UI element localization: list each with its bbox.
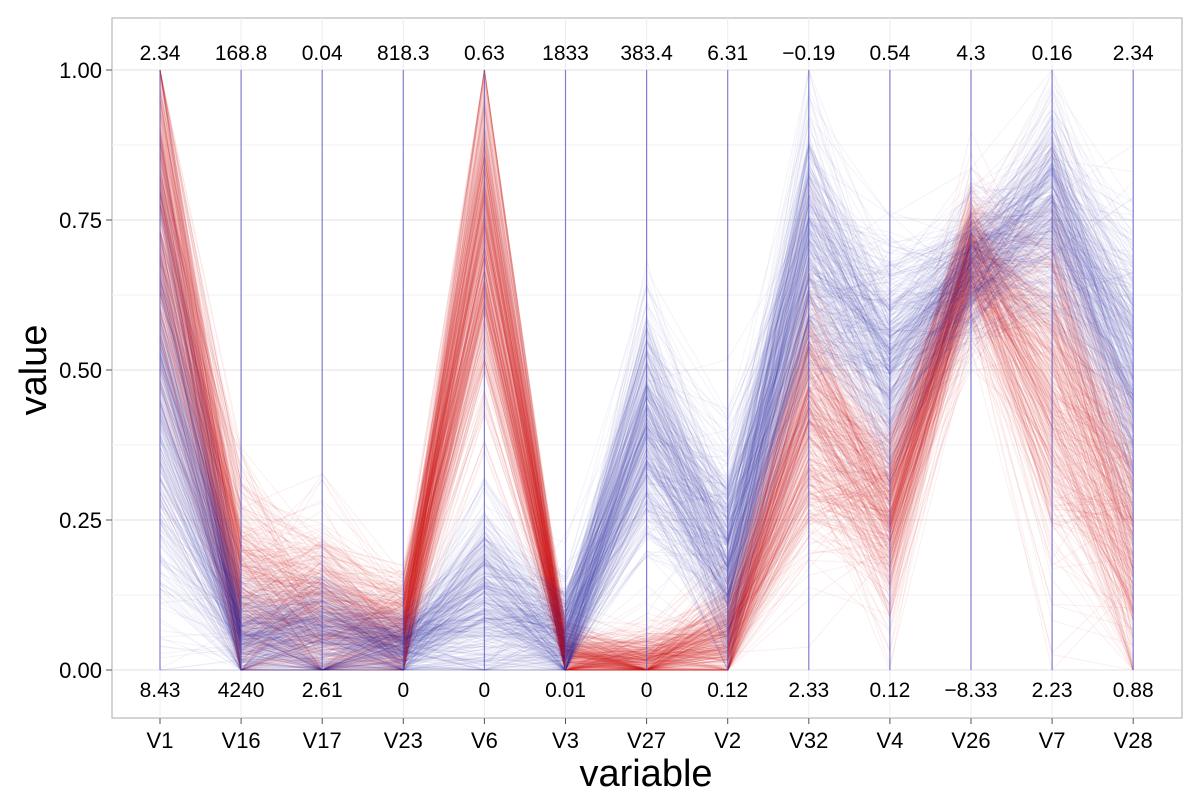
- x-tick-label: V2: [714, 728, 741, 753]
- x-tick-label: V32: [789, 728, 828, 753]
- max-label: 1833: [542, 42, 589, 65]
- y-axis-title: value: [13, 325, 55, 416]
- min-label: 8.43: [140, 679, 181, 702]
- variable-axes: [159, 70, 1134, 670]
- max-label: 2.34: [140, 42, 181, 65]
- x-tick-label: V23: [384, 728, 423, 753]
- min-label: 2.33: [788, 679, 829, 702]
- min-label: 0: [479, 679, 491, 702]
- x-tick-labels: V1 V16 V17 V23 V6 V3 V27 V2 V32 V4 V26 V7 V28: [147, 718, 1153, 753]
- x-tick-label: V7: [1039, 728, 1066, 753]
- x-tick-label: V16: [222, 728, 261, 753]
- x-tick-label: V3: [552, 728, 579, 753]
- min-label: 0.01: [545, 679, 586, 702]
- max-label: 4.3: [956, 42, 985, 65]
- min-label: 2.23: [1032, 679, 1073, 702]
- min-label: 0.12: [707, 679, 748, 702]
- y-tick-label: 0.75: [59, 208, 102, 233]
- x-tick-label: V4: [876, 728, 903, 753]
- min-label: 0: [641, 679, 653, 702]
- y-tick-label: 0.00: [59, 658, 102, 683]
- y-tick-label: 0.25: [59, 508, 102, 533]
- max-label: 383.4: [620, 42, 673, 65]
- x-tick-label: V26: [951, 728, 990, 753]
- min-label: 0.12: [869, 679, 910, 702]
- max-label: −0.19: [782, 42, 835, 65]
- min-label: 0.88: [1113, 679, 1154, 702]
- max-labels: 2.34 168.8 0.04 818.3 0.63 1833 383.4 6.31 −0.19…: [140, 42, 1154, 65]
- y-tick-label: 0.50: [59, 358, 102, 383]
- max-label: 6.31: [707, 42, 748, 65]
- min-labels: 8.43 4240 2.61 0 0 0.01 0 0.12 2.33 0.12 −8.33 2.23…: [140, 679, 1154, 702]
- max-label: 0.16: [1032, 42, 1073, 65]
- min-label: −8.33: [944, 679, 997, 702]
- max-label: 0.54: [869, 42, 910, 65]
- x-tick-label: V1: [147, 728, 174, 753]
- min-label: 0: [397, 679, 409, 702]
- x-tick-label: V17: [303, 728, 342, 753]
- x-axis-title: variable: [579, 753, 712, 795]
- min-label: 4240: [218, 679, 265, 702]
- max-label: 2.34: [1113, 42, 1154, 65]
- x-tick-label: V27: [627, 728, 666, 753]
- min-label: 2.61: [302, 679, 343, 702]
- max-label: 0.63: [464, 42, 505, 65]
- x-tick-label: V28: [1114, 728, 1153, 753]
- y-tick-labels: 0.00 0.25 0.50 0.75 1.00: [59, 58, 112, 683]
- y-tick-label: 1.00: [59, 58, 102, 83]
- max-label: 168.8: [215, 42, 268, 65]
- max-label: 0.04: [302, 42, 343, 65]
- x-tick-label: V6: [471, 728, 498, 753]
- max-label: 818.3: [377, 42, 430, 65]
